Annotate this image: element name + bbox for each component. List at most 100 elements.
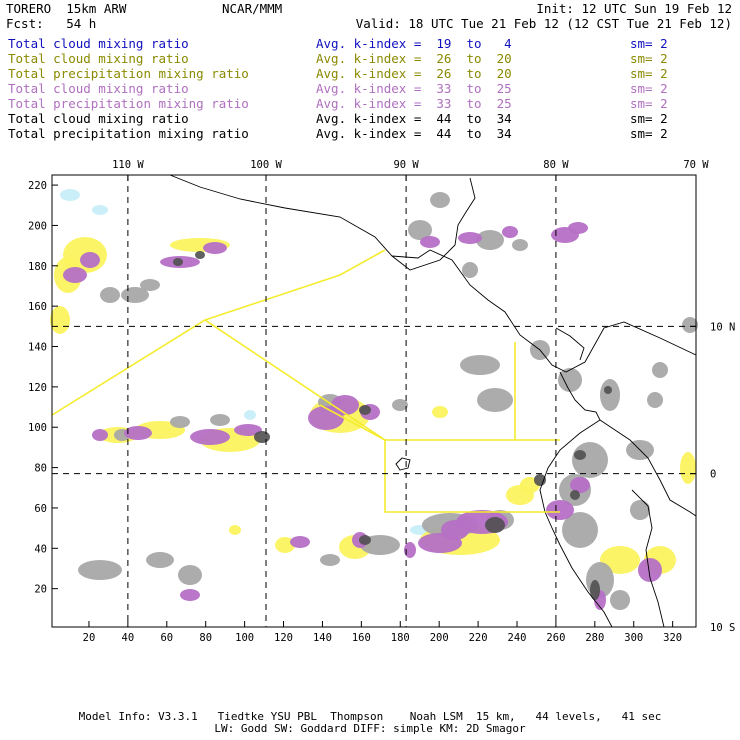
legend-row: Total precipitation mixing ratio Avg. k-i… bbox=[0, 126, 740, 141]
lon-label: 70 W bbox=[683, 159, 709, 171]
yellow-field-blob bbox=[680, 452, 696, 484]
x-tick-label: 80 bbox=[199, 632, 212, 644]
legend-field: Total precipitation mixing ratio bbox=[8, 96, 249, 111]
yellow-field-blob bbox=[432, 406, 448, 418]
purple-field-blob bbox=[502, 226, 518, 238]
x-tick-label: 200 bbox=[430, 632, 449, 644]
legend-sm: sm= 2 bbox=[630, 51, 668, 66]
x-tick-label: 260 bbox=[546, 632, 565, 644]
y-tick-label: 120 bbox=[28, 382, 47, 394]
gray-field-blob bbox=[630, 500, 650, 520]
gray-field-blob bbox=[682, 317, 698, 333]
y-tick-label: 100 bbox=[28, 422, 47, 434]
lon-label: 100 W bbox=[250, 159, 282, 171]
coastline-segment bbox=[555, 327, 585, 361]
gray-field-blob bbox=[562, 512, 598, 548]
gray-field-blob bbox=[100, 287, 120, 303]
purple-field-blob bbox=[190, 429, 230, 445]
lon-label: 110 W bbox=[112, 159, 144, 171]
lat-lon-grid bbox=[52, 175, 696, 627]
cyan-field-blob bbox=[244, 410, 256, 420]
y-tick-label: 180 bbox=[28, 261, 47, 273]
gray-field-blob bbox=[320, 554, 340, 566]
purple-field-blob bbox=[80, 252, 100, 268]
dark-field-blob bbox=[604, 386, 612, 394]
x-tick-label: 100 bbox=[235, 632, 254, 644]
yellow-field-blob bbox=[50, 306, 70, 334]
lat-label: 10 S bbox=[710, 622, 735, 634]
gray-field-blob bbox=[178, 565, 202, 585]
axis-ticks bbox=[52, 175, 697, 628]
dark-field-blob bbox=[485, 517, 505, 533]
yellow-field-blob bbox=[229, 525, 241, 535]
legend-row: Total precipitation mixing ratio Avg. k-i… bbox=[0, 96, 740, 111]
x-tick-label: 120 bbox=[274, 632, 293, 644]
legend-sm: sm= 2 bbox=[630, 111, 668, 126]
y-tick-label: 80 bbox=[34, 463, 47, 475]
legend-row: Total precipitation mixing ratio Avg. k-i… bbox=[0, 66, 740, 81]
y-tick-label: 40 bbox=[34, 543, 47, 555]
legend-sm: sm= 2 bbox=[630, 66, 668, 81]
gray-field-blob bbox=[610, 590, 630, 610]
lat-label: 10 N bbox=[710, 321, 735, 333]
purple-field-blob bbox=[124, 426, 152, 440]
legend-field: Total cloud mixing ratio bbox=[8, 36, 189, 51]
y-tick-label: 20 bbox=[34, 584, 47, 596]
gray-field-blob bbox=[170, 416, 190, 428]
y-tick-label: 60 bbox=[34, 503, 47, 515]
gray-field-blob bbox=[647, 392, 663, 408]
legend-sm: sm= 2 bbox=[630, 81, 668, 96]
legend-kindex: Avg. k-index = 33 to 25 bbox=[316, 96, 512, 111]
model-title: TORERO 15km ARW bbox=[6, 1, 127, 16]
gray-field-blob bbox=[512, 239, 528, 251]
dark-field-blob bbox=[570, 490, 580, 500]
dark-field-blob bbox=[574, 450, 586, 460]
yellow-field-blob bbox=[275, 537, 295, 553]
cyan-field-blob bbox=[92, 205, 108, 215]
cyan-field-blob bbox=[60, 189, 80, 201]
legend-kindex: Avg. k-index = 44 to 34 bbox=[316, 111, 512, 126]
dark-field-blob bbox=[195, 251, 205, 259]
x-tick-label: 20 bbox=[83, 632, 96, 644]
gray-field-blob bbox=[476, 230, 504, 250]
legend-field: Total cloud mixing ratio bbox=[8, 111, 189, 126]
legend-row: Total cloud mixing ratio Avg. k-index = 2… bbox=[0, 51, 740, 66]
coastlines bbox=[169, 174, 697, 628]
gray-field-blob bbox=[572, 442, 608, 478]
x-tick-label: 40 bbox=[122, 632, 135, 644]
gray-field-blob bbox=[477, 388, 513, 412]
plot-frame bbox=[51, 174, 697, 628]
legend-kindex: Avg. k-index = 33 to 25 bbox=[316, 81, 512, 96]
forecast-hour: Fcst: 54 h bbox=[6, 16, 97, 31]
legend-row: Total cloud mixing ratio Avg. k-index = 1… bbox=[0, 36, 740, 51]
init-time: Init: 12 UTC Sun 19 Feb 12 bbox=[536, 1, 732, 16]
y-tick-label: 220 bbox=[28, 180, 47, 192]
dark-field-blob bbox=[254, 431, 270, 443]
purple-field-blob bbox=[331, 395, 359, 415]
coastline-segment bbox=[169, 174, 476, 271]
x-tick-label: 220 bbox=[469, 632, 488, 644]
x-tick-label: 240 bbox=[508, 632, 527, 644]
purple-field-blob bbox=[290, 536, 310, 548]
axis-tick-labels: 20 40 60 80 100 120 140 160 180 200 220 240 260 280 30… bbox=[28, 159, 735, 644]
coastline-segment bbox=[539, 371, 613, 628]
purple-field-blob bbox=[404, 542, 416, 558]
y-tick-label: 140 bbox=[28, 342, 47, 354]
y-tick-label: 200 bbox=[28, 220, 47, 232]
legend-field: Total cloud mixing ratio bbox=[8, 81, 189, 96]
purple-field-blob bbox=[180, 589, 200, 601]
yellow-boundary bbox=[204, 249, 386, 321]
coastline-segment bbox=[631, 489, 665, 628]
coastline-segment bbox=[391, 249, 697, 373]
legend-row: Total cloud mixing ratio Avg. k-index = 3… bbox=[0, 81, 740, 96]
legend-field: Total precipitation mixing ratio bbox=[8, 66, 249, 81]
gray-field-blob bbox=[78, 560, 122, 580]
legend-kindex: Avg. k-index = 26 to 20 bbox=[316, 51, 512, 66]
purple-field-blob bbox=[546, 500, 574, 520]
x-tick-label: 60 bbox=[160, 632, 173, 644]
yellow-field-blob bbox=[600, 546, 640, 574]
purple-field-blob bbox=[203, 242, 227, 254]
map-plot: 20 40 60 80 100 120 140 160 180 200 220 240 260 280 30… bbox=[28, 159, 735, 644]
dark-field-blob bbox=[590, 580, 600, 600]
purple-field-blob bbox=[234, 424, 262, 436]
